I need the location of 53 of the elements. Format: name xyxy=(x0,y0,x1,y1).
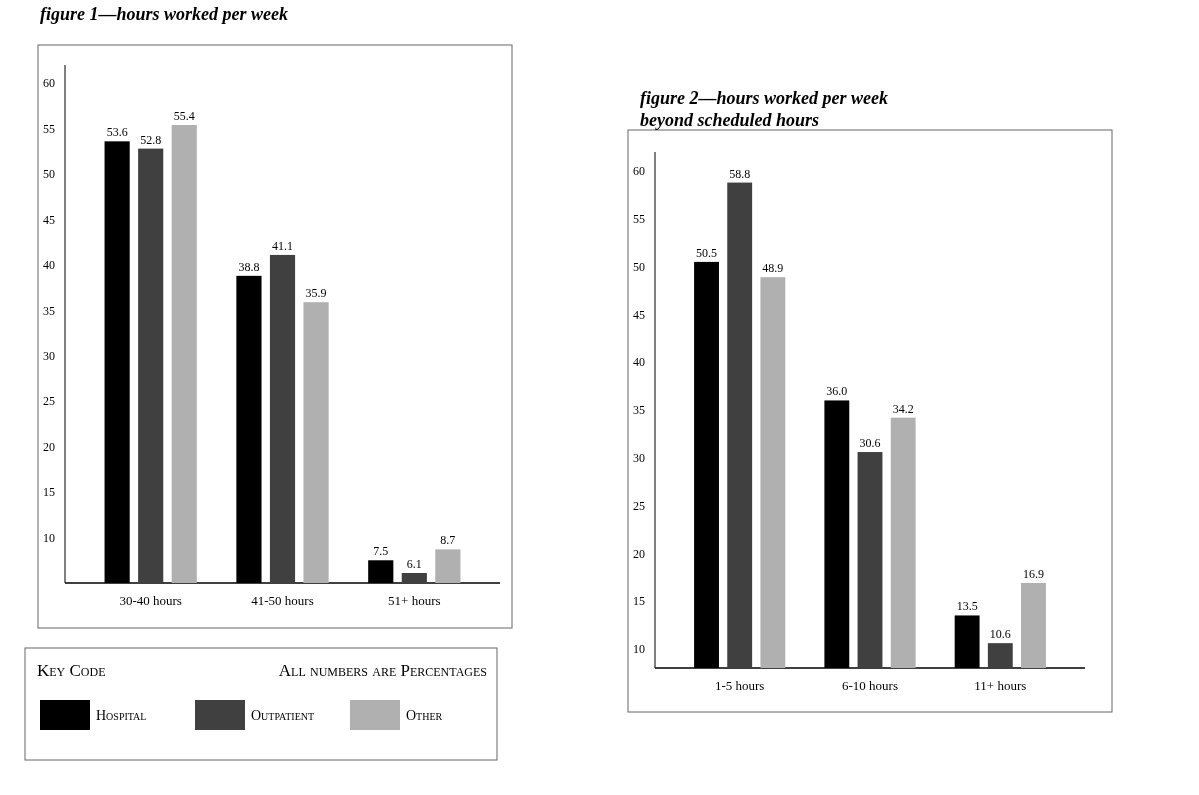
y-tick-label: 45 xyxy=(633,307,645,322)
data-label: 50.5 xyxy=(696,245,718,260)
data-label: 58.8 xyxy=(729,166,751,181)
data-label: 34.2 xyxy=(892,401,914,416)
data-label: 36.0 xyxy=(826,384,848,399)
x-tick-label: 51+ hours xyxy=(388,593,441,608)
y-tick-label: 40 xyxy=(633,355,645,370)
y-tick-label: 35 xyxy=(633,403,645,418)
data-label: 8.7 xyxy=(440,533,456,548)
y-tick-label: 25 xyxy=(43,394,55,409)
y-tick-label: 15 xyxy=(43,485,55,500)
data-label: 35.9 xyxy=(305,286,327,301)
data-label: 41.1 xyxy=(272,238,293,253)
chart-title: figure 2—hours worked per week beyond scheduled hours xyxy=(640,88,889,130)
data-label: 7.5 xyxy=(373,544,389,559)
y-tick-label: 30 xyxy=(43,349,55,364)
data-label: 52.8 xyxy=(140,132,162,147)
y-tick-label: 30 xyxy=(633,450,645,465)
data-label: 38.8 xyxy=(238,259,260,274)
y-tick-label: 20 xyxy=(43,439,55,454)
y-tick-label: 15 xyxy=(633,594,645,609)
y-tick-label: 55 xyxy=(43,121,55,136)
data-label: 48.9 xyxy=(762,261,784,276)
y-tick-label: 60 xyxy=(633,164,645,179)
data-label: 10.6 xyxy=(989,627,1011,642)
y-tick-label: 25 xyxy=(633,498,645,513)
legend-title: Key Code xyxy=(37,661,106,680)
x-tick-label: 1-5 hours xyxy=(714,678,765,693)
data-label: 30.6 xyxy=(859,436,881,451)
text: All numbers are Percentages xyxy=(278,661,487,680)
y-tick-label: 60 xyxy=(43,76,55,91)
data-label: 13.5 xyxy=(956,599,978,614)
data-label: 53.6 xyxy=(106,125,128,140)
x-tick-label: 11+ hours xyxy=(974,678,1027,693)
chart-title: figure 1—hours worked per week xyxy=(40,4,289,24)
data-label: 55.4 xyxy=(173,108,195,123)
x-tick-label: 30-40 hours xyxy=(119,593,182,608)
y-tick-label: 40 xyxy=(43,258,55,273)
y-tick-label: 45 xyxy=(43,212,55,227)
y-tick-label: 55 xyxy=(633,212,645,227)
legend-label: Outpatient xyxy=(251,707,315,723)
data-label: 6.1 xyxy=(406,557,422,571)
y-tick-label: 10 xyxy=(43,530,55,545)
legend-label: Hospital xyxy=(96,707,147,723)
data-label: 16.9 xyxy=(1022,566,1044,581)
legend-label: Other xyxy=(406,707,443,723)
y-tick-label: 35 xyxy=(43,303,55,318)
y-tick-label: 10 xyxy=(633,642,645,657)
x-tick-label: 41-50 hours xyxy=(251,593,314,608)
y-tick-label: 50 xyxy=(43,167,55,182)
y-tick-label: 50 xyxy=(633,259,645,274)
x-tick-label: 6-10 hours xyxy=(842,678,898,693)
y-tick-label: 20 xyxy=(633,546,645,561)
